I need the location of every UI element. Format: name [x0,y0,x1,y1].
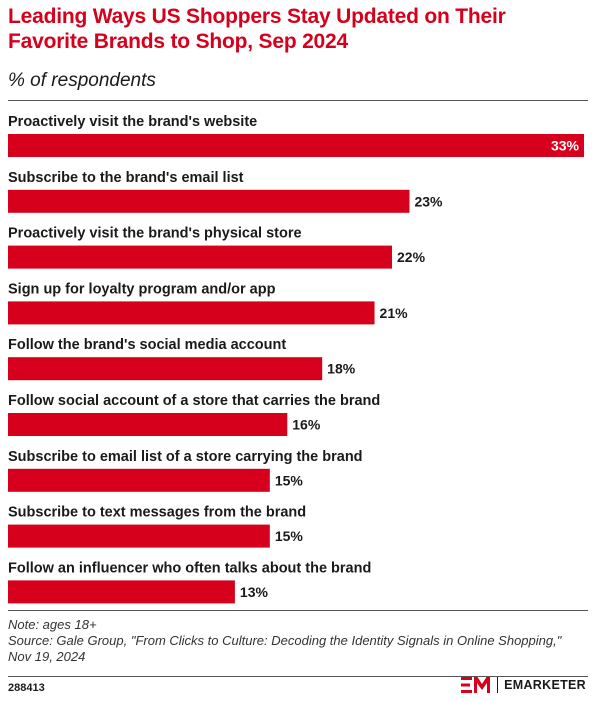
brand-name: EMARKETER [504,678,586,692]
chart-title: Leading Ways US Shoppers Stay Updated on… [8,5,506,53]
category-label: Follow social account of a store that ca… [8,393,380,409]
source-text: Source: Gale Group, "From Clicks to Cult… [8,633,562,664]
category-label: Sign up for loyalty program and/or app [8,281,276,297]
value-label: 15% [275,528,304,544]
bottom-divider [8,676,588,677]
note-text: Note: ages 18+ [8,617,97,632]
brand-logo: EMARKETER [461,677,586,693]
bar [8,468,270,492]
value-label: 21% [380,305,409,321]
chart-notes: Note: ages 18+ Source: Gale Group, "From… [8,617,568,665]
value-label: 15% [275,472,304,488]
bar [8,134,584,157]
value-label: 23% [414,193,443,209]
header-divider [8,100,588,101]
bar-chart: Proactively visit the brand's website 33%… [8,114,584,604]
category-label: Proactively visit the brand's website [8,114,257,130]
bar [8,357,323,381]
category-label: Follow the brand's social media account [8,337,286,353]
bar [8,301,375,325]
chart-id: 288413 [8,682,45,694]
bar [8,413,288,436]
value-label: 13% [240,584,269,600]
value-label: 33% [551,138,580,154]
value-label: 16% [292,417,321,433]
em-logo-icon [461,677,491,693]
chart-subtitle: % of respondents [8,70,156,91]
category-label: Subscribe to the brand's email list [8,170,244,186]
category-label: Follow an influencer who often talks abo… [8,560,371,576]
bar [8,189,410,213]
category-label: Subscribe to email list of a store carry… [8,449,363,465]
value-label: 18% [327,361,356,377]
category-label: Subscribe to text messages from the bran… [8,505,306,521]
bar [8,524,270,548]
value-label: 22% [397,249,426,265]
footer-divider [8,610,588,611]
bar [8,245,392,269]
bar [8,580,235,604]
brand-separator [497,677,499,693]
category-label: Proactively visit the brand's physical s… [8,226,302,242]
